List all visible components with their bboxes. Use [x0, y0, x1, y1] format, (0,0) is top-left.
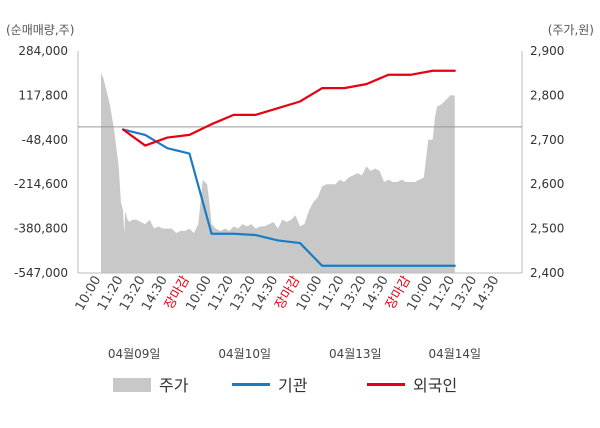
left-tick-label: 284,000 [18, 44, 68, 58]
right-tick-label: 2,600 [530, 177, 564, 191]
right-tick-label: 2,400 [530, 266, 564, 280]
series-line-0 [122, 128, 456, 267]
left-axis-unit: (순매매량,주) [6, 23, 74, 37]
right-tick-label: 2,900 [530, 44, 564, 58]
left-tick-label: -214,600 [14, 177, 68, 191]
date-label: 04월09일 [108, 347, 161, 361]
right-tick-label: 2,500 [530, 222, 564, 236]
legend-swatch-line [367, 383, 405, 386]
left-tick-label: 117,800 [18, 88, 68, 102]
right-axis-ticks: 2,900 2,800 2,700 2,600 2,500 2,400 [530, 44, 564, 280]
right-axis-unit: (주가,원) [548, 23, 594, 37]
legend-swatch-line [232, 383, 270, 386]
date-label: 04월13일 [329, 347, 382, 361]
legend-label: 기관 [278, 376, 308, 395]
legend: 주가 기관 외국인 [113, 376, 457, 395]
legend-label: 주가 [159, 376, 189, 395]
series-layer [122, 69, 456, 267]
left-tick-label: -380,800 [14, 222, 68, 236]
date-label: 04월14일 [428, 347, 481, 361]
date-label: 04월10일 [218, 347, 271, 361]
left-tick-label: -547,000 [14, 266, 68, 280]
legend-swatch-price [113, 378, 151, 392]
series-line-1 [122, 69, 456, 147]
left-axis-ticks: 284,000 117,800 -48,400 -214,600 -380,800 -54… [14, 44, 68, 280]
x-axis-ticks: 10:0011:2013:2014:30장마감10:0011:2013:2014… [73, 273, 503, 313]
price-area-layer [101, 73, 455, 273]
date-labels: 04월09일 04월10일 04월13일 04월14일 [108, 347, 481, 361]
price-area [101, 73, 455, 273]
legend-label: 외국인 [413, 376, 457, 395]
right-tick-label: 2,700 [530, 133, 564, 147]
right-tick-label: 2,800 [530, 88, 564, 102]
left-tick-label: -48,400 [22, 133, 68, 147]
